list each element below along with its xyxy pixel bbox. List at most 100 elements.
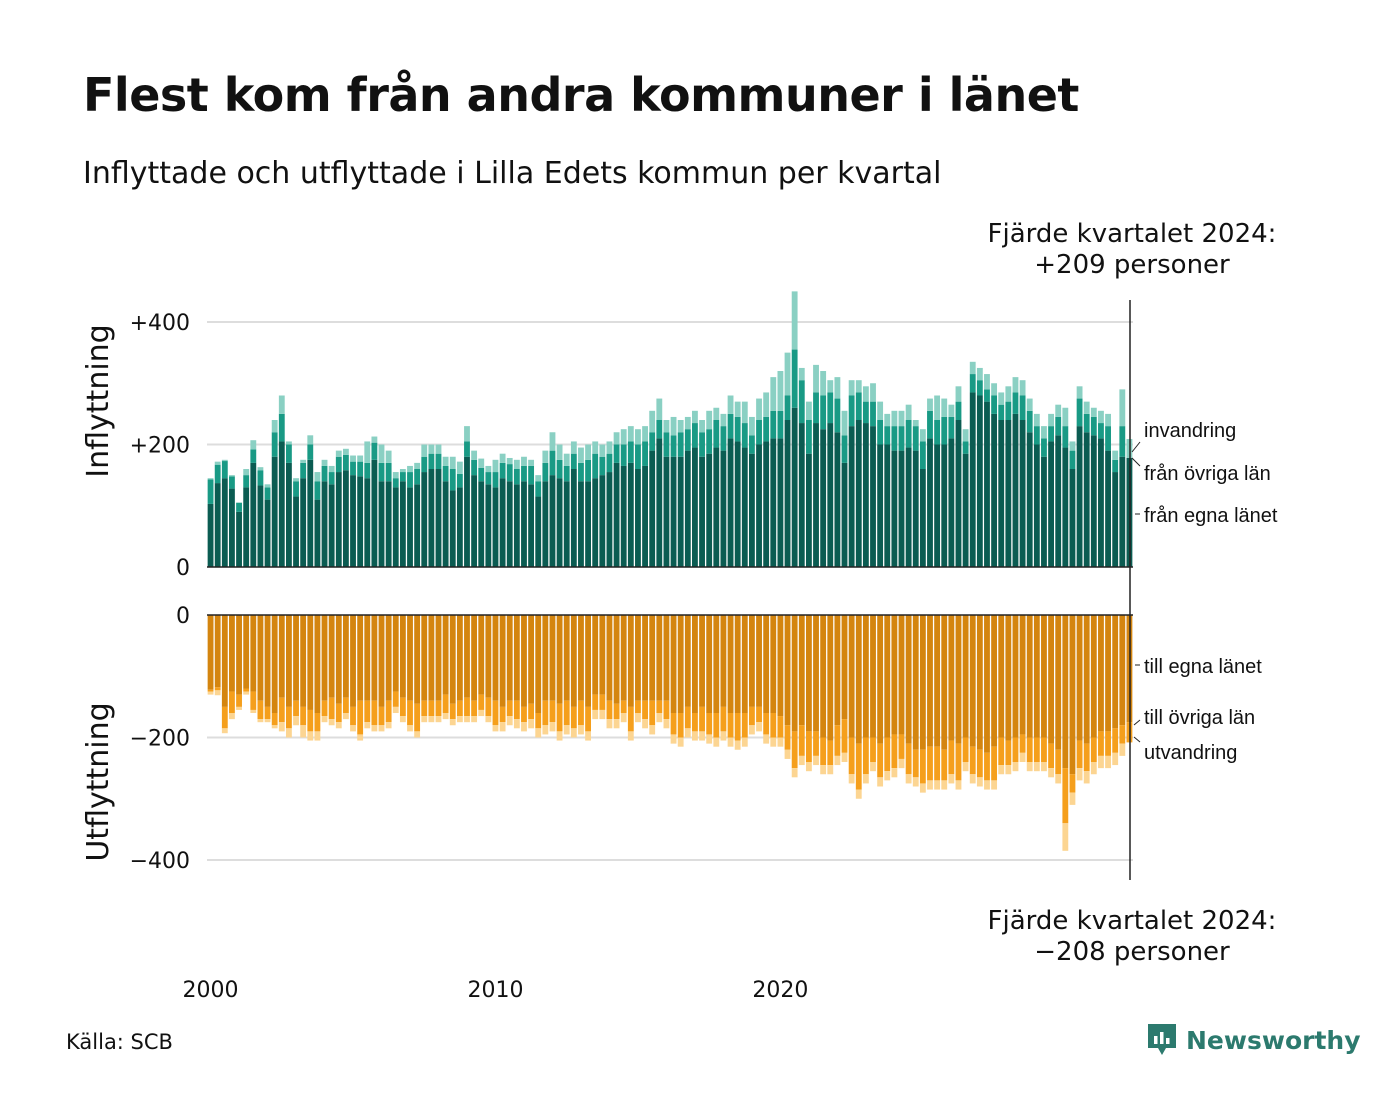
- outflow-bar-till-övriga-län: [414, 703, 421, 732]
- inflow-bar-invandring: [328, 465, 335, 473]
- inflow-bar-från-egna-länet: [1090, 435, 1097, 567]
- inflow-bar-invandring: [414, 462, 421, 470]
- outflow-bar-utvandring: [1119, 743, 1126, 756]
- label-till-ovriga-lan: till övriga län: [1144, 707, 1255, 729]
- outflow-bar-till-övriga-län: [442, 694, 449, 714]
- outflow-bar-utvandring: [827, 765, 834, 775]
- inflow-bar-från-övriga-län: [1098, 423, 1104, 439]
- outflow-bar-till-övriga-län: [1112, 728, 1119, 753]
- outflow-bar-till-egna-länet: [513, 615, 520, 701]
- outflow-bar-utvandring: [421, 716, 428, 723]
- outflow-bar-till-övriga-län: [1019, 734, 1026, 753]
- outflow-bar-till-övriga-län: [207, 689, 214, 692]
- inflow-bar-invandring: [1083, 401, 1090, 414]
- inflow-bar-invandring: [456, 461, 463, 474]
- outflow-bar-till-övriga-län: [720, 706, 727, 732]
- outflow-bar-till-övriga-län: [984, 752, 990, 781]
- inflow-bar-invandring: [927, 398, 933, 411]
- outflow-bar-till-övriga-län: [385, 700, 392, 723]
- inflow-bar-invandring: [221, 459, 228, 462]
- outflow-bar-utvandring: [599, 709, 606, 720]
- outflow-bar-till-egna-länet: [293, 615, 299, 701]
- inflow-y-tick-label: +400: [130, 311, 190, 336]
- outflow-bar-till-övriga-län: [991, 746, 998, 781]
- inflow-bar-från-övriga-län: [335, 456, 342, 473]
- outflow-bar-till-övriga-län: [492, 700, 499, 726]
- inflow-bar-från-egna-länet: [955, 420, 962, 567]
- outflow-bar-till-övriga-län: [364, 700, 371, 723]
- label-invandring: invandring: [1144, 420, 1236, 442]
- inflow-bar-invandring: [677, 420, 684, 433]
- inflow-bar-från-egna-länet: [763, 441, 770, 567]
- outflow-bar-till-övriga-län: [684, 706, 691, 729]
- outflow-bar-till-övriga-län: [620, 700, 627, 713]
- outflow-bar-utvandring: [513, 719, 520, 729]
- outflow-bar-till-övriga-län: [285, 706, 292, 729]
- inflow-bar-invandring: [585, 444, 591, 460]
- inflow-bar-från-egna-länet: [435, 469, 442, 567]
- outflow-bar-utvandring: [229, 713, 235, 720]
- inflow-bar-från-egna-länet: [378, 481, 385, 567]
- outflow-bar-till-egna-länet: [770, 615, 777, 713]
- outflow-bar-till-övriga-län: [898, 734, 905, 759]
- outflow-bar-till-övriga-län: [570, 706, 577, 729]
- inflow-bar-invandring: [684, 416, 691, 430]
- inflow-bar-från-övriga-län: [563, 465, 570, 482]
- inflow-bar-från-övriga-län: [1119, 426, 1126, 457]
- inflow-bar-från-övriga-län: [257, 470, 264, 486]
- inflow-bar-invandring: [1026, 398, 1033, 411]
- outflow-bar-till-egna-länet: [585, 615, 591, 707]
- inflow-bar-invandring: [884, 413, 891, 427]
- inflow-bar-från-övriga-län: [350, 461, 356, 476]
- outflow-bar-till-egna-länet: [741, 615, 748, 713]
- inflow-bar-från-egna-länet: [428, 469, 435, 567]
- outflow-bar-till-egna-länet: [855, 615, 862, 744]
- outflow-bar-utvandring: [962, 762, 969, 772]
- inflow-bar-från-övriga-län: [1083, 413, 1090, 433]
- outflow-bar-till-övriga-län: [962, 737, 969, 762]
- inflow-bar-från-övriga-län: [435, 453, 442, 469]
- outflow-bar-till-övriga-län: [221, 706, 228, 729]
- inflow-bar-invandring: [1019, 380, 1026, 396]
- outflow-bar-utvandring: [556, 731, 563, 741]
- outflow-bar-till-egna-länet: [250, 615, 257, 692]
- inflow-bar-från-övriga-län: [229, 476, 235, 489]
- inflow-bar-invandring: [699, 420, 705, 433]
- outflow-bar-utvandring: [535, 728, 542, 738]
- inflow-bar-från-övriga-län: [535, 481, 542, 497]
- inflow-bar-invandring: [285, 441, 292, 445]
- outflow-bar-till-övriga-län: [506, 700, 513, 717]
- outflow-bar-utvandring: [955, 780, 962, 790]
- inflow-bar-från-övriga-län: [642, 441, 648, 466]
- outflow-bar-till-egna-länet: [692, 615, 698, 713]
- outflow-bar-till-övriga-län: [1119, 725, 1126, 744]
- inflow-bar-invandring: [734, 401, 741, 417]
- inflow-bar-från-egna-länet: [399, 481, 406, 567]
- bottom-annotation-line1: Fjärde kvartalet 2024:: [988, 906, 1277, 936]
- outflow-bar-till-övriga-län: [599, 694, 606, 710]
- inflow-bar-från-egna-länet: [1005, 420, 1012, 567]
- outflow-bar-till-egna-länet: [449, 615, 456, 704]
- outflow-bar-till-egna-länet: [471, 615, 478, 701]
- inflow-bar-från-egna-länet: [841, 462, 848, 568]
- outflow-bar-utvandring: [820, 765, 827, 775]
- inflow-bar-från-egna-länet: [207, 503, 214, 567]
- outflow-bar-till-egna-länet: [763, 615, 770, 713]
- outflow-bar-till-egna-länet: [813, 615, 819, 732]
- inflow-bar-från-övriga-län: [357, 461, 364, 477]
- top-annotation-line2: +209 personer: [1034, 250, 1230, 280]
- outflow-bar-till-övriga-län: [998, 737, 1005, 766]
- outflow-bar-till-övriga-län: [392, 691, 399, 707]
- inflow-bar-invandring: [321, 459, 328, 466]
- outflow-bar-utvandring: [207, 691, 214, 695]
- migration-chart: 0 +200 +400 0 −200 −400 Inflyttning Utflyttn…: [81, 219, 1278, 1003]
- inflow-bar-invandring: [891, 410, 898, 427]
- outflow-bar-till-övriga-län: [748, 706, 755, 726]
- inflow-bar-från-övriga-län: [770, 410, 777, 439]
- inflow-bar-invandring: [820, 371, 827, 396]
- outflow-bar-till-övriga-län: [1048, 743, 1054, 769]
- outflow-bar-till-övriga-län: [699, 706, 705, 732]
- inflow-bar-från-övriga-län: [991, 395, 998, 414]
- inflow-bar-från-övriga-län: [656, 420, 663, 439]
- outflow-bar-utvandring: [1069, 792, 1076, 805]
